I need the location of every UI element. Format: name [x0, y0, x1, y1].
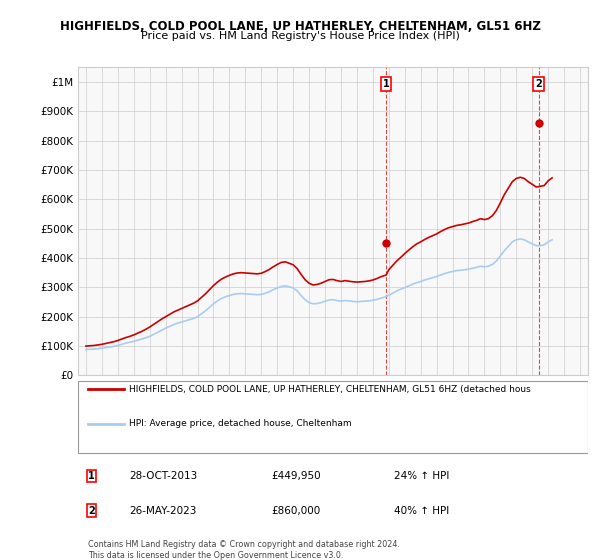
FancyBboxPatch shape: [78, 381, 588, 454]
Text: 1: 1: [88, 471, 95, 481]
Text: HIGHFIELDS, COLD POOL LANE, UP HATHERLEY, CHELTENHAM, GL51 6HZ (detached hous: HIGHFIELDS, COLD POOL LANE, UP HATHERLEY…: [129, 385, 531, 394]
Text: 2: 2: [88, 506, 95, 516]
Text: 26-MAY-2023: 26-MAY-2023: [129, 506, 196, 516]
Text: HPI: Average price, detached house, Cheltenham: HPI: Average price, detached house, Chel…: [129, 419, 352, 428]
Text: HIGHFIELDS, COLD POOL LANE, UP HATHERLEY, CHELTENHAM, GL51 6HZ: HIGHFIELDS, COLD POOL LANE, UP HATHERLEY…: [59, 20, 541, 32]
Text: Price paid vs. HM Land Registry's House Price Index (HPI): Price paid vs. HM Land Registry's House …: [140, 31, 460, 41]
Text: 28-OCT-2013: 28-OCT-2013: [129, 471, 197, 481]
Text: Contains HM Land Registry data © Crown copyright and database right 2024.
This d: Contains HM Land Registry data © Crown c…: [88, 540, 400, 559]
Text: £860,000: £860,000: [272, 506, 321, 516]
Text: 40% ↑ HPI: 40% ↑ HPI: [394, 506, 449, 516]
Text: 24% ↑ HPI: 24% ↑ HPI: [394, 471, 449, 481]
Text: 1: 1: [383, 79, 389, 89]
Text: £449,950: £449,950: [272, 471, 322, 481]
Text: 2: 2: [535, 79, 542, 89]
